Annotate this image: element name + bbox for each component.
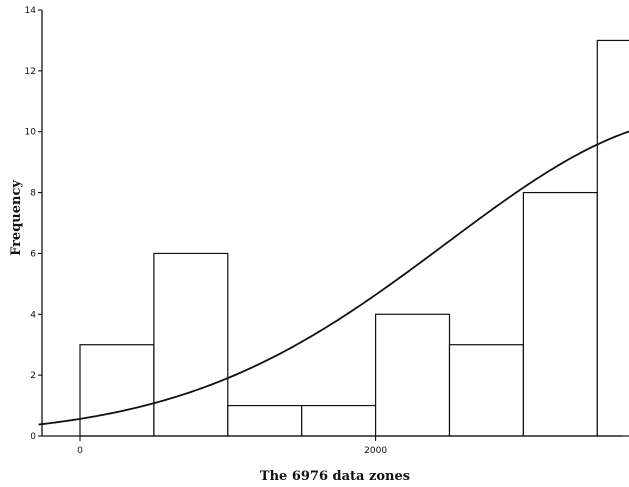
y-axis-ticks: 0 2 4 6 8 10 12 14	[25, 6, 42, 442]
x-axis-ticks: 0200040006000	[77, 436, 387, 456]
y-axis-title: Frequency	[9, 180, 24, 256]
y-tick-label: 12	[25, 67, 36, 77]
histogram-bar	[375, 313, 451, 437]
histogram-bar	[153, 252, 229, 437]
histogram-bar	[522, 191, 598, 437]
y-tick-label: 0	[30, 432, 36, 442]
y-tick-label: 4	[30, 310, 36, 320]
histogram-bar	[448, 344, 525, 437]
x-tick-label: 2000	[364, 446, 387, 456]
y-tick-label: 8	[30, 189, 36, 199]
histogram-bar	[596, 39, 629, 437]
y-tick-label: 14	[25, 6, 37, 16]
normal-distribution-curve	[38, 130, 629, 426]
histogram-bar	[79, 344, 155, 437]
histogram-bars	[79, 39, 629, 437]
x-axis-title: The 6976 data zones	[260, 469, 410, 484]
histogram-bar	[227, 404, 303, 437]
x-tick-label: 0	[77, 446, 83, 456]
y-tick-label: 6	[30, 249, 36, 259]
histogram-bar	[301, 404, 377, 437]
y-tick-label: 10	[25, 128, 37, 138]
y-tick-label: 2	[30, 371, 36, 381]
